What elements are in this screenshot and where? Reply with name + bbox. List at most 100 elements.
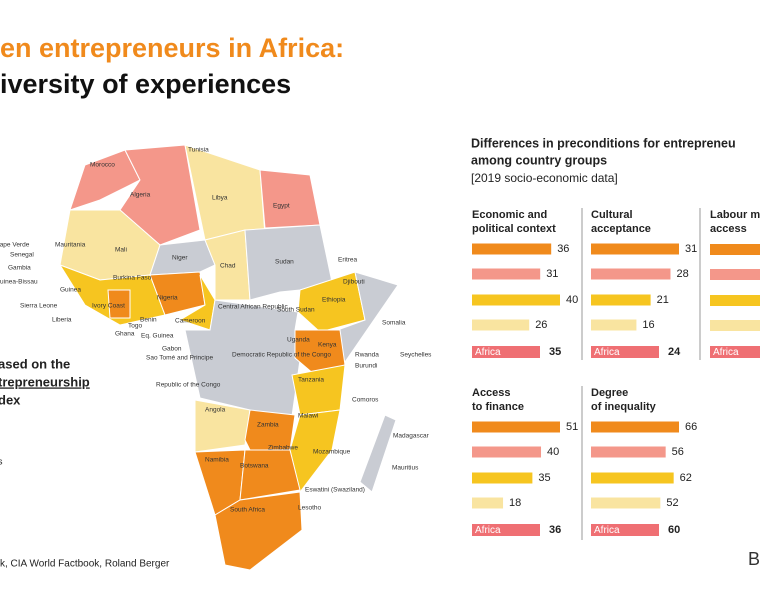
bar	[591, 497, 661, 509]
value-label: 21	[657, 294, 669, 306]
country-label: Democratic Republic of the Congo	[232, 352, 331, 359]
country-label: Somalia	[382, 320, 406, 327]
africa-label: Africa	[594, 525, 620, 536]
bar	[472, 294, 560, 306]
country-label: Algeria	[130, 192, 151, 199]
country-label: Mauritania	[55, 242, 86, 249]
bar	[472, 421, 560, 433]
africa-box	[591, 346, 659, 358]
value-label: 36	[557, 243, 569, 255]
country-label: Cape Verde	[0, 242, 30, 249]
bar	[591, 243, 679, 255]
bar	[472, 319, 530, 331]
logo: B	[748, 549, 760, 569]
map-labels: Tunisia Morocco Algeria Libya Egypt Cape Verd…	[0, 147, 432, 514]
value-label: 16	[642, 319, 654, 331]
panel-heading: Economic and	[472, 209, 547, 221]
country-label: Gambia	[8, 265, 31, 272]
country-label: Zimbabwe	[268, 445, 298, 452]
region	[194, 399, 251, 453]
region	[107, 289, 131, 319]
region	[178, 274, 216, 331]
map-note: s	[0, 456, 3, 466]
africa-label: Africa	[475, 525, 501, 536]
country-label: Central African Republic	[218, 304, 288, 311]
bar	[591, 446, 666, 458]
region	[214, 491, 303, 571]
country-label: Malawi	[298, 413, 318, 420]
country-label: Sudan	[275, 259, 294, 266]
region	[297, 271, 366, 333]
country-label: Ethiopia	[322, 297, 346, 304]
panel-heading: acceptance	[591, 223, 651, 235]
country-label: Zambia	[257, 422, 279, 429]
country-label: Ivory Coast	[92, 303, 125, 310]
country-label: Senegal	[10, 252, 34, 259]
panel-heading: Degree	[591, 387, 628, 399]
country-label: Liberia	[52, 317, 72, 324]
bar	[591, 268, 671, 280]
africa-label: Africa	[713, 347, 739, 358]
bar	[591, 319, 637, 331]
value-label: 52	[666, 497, 678, 509]
region	[239, 449, 301, 501]
region	[359, 414, 397, 493]
panel-heading: political context	[472, 223, 556, 235]
country-label: Benin	[140, 317, 157, 324]
map-note: dex	[0, 392, 21, 407]
country-label: Botswana	[240, 463, 269, 470]
panel-title: among country groups	[471, 153, 607, 167]
country-label: Guinea-Bissau	[0, 279, 38, 286]
title: en entrepreneurs in Africa:	[0, 33, 344, 63]
panel-title: Differences in preconditions for entrepr…	[471, 136, 736, 150]
map-note: ased on the	[0, 356, 70, 371]
region	[289, 409, 341, 494]
country-label: Sao Tomé and Principe	[146, 355, 213, 362]
africa-value: 35	[549, 346, 561, 358]
country-label: Uganda	[287, 337, 310, 344]
country-label: Djibouti	[343, 279, 365, 286]
country-label: Burkina Faso	[113, 275, 152, 282]
africa-value: 24	[668, 346, 681, 358]
country-label: Gabon	[162, 346, 182, 353]
value-label: 40	[547, 446, 559, 458]
bar	[591, 472, 674, 484]
africa-box	[472, 524, 540, 536]
bar	[472, 446, 542, 458]
bar	[472, 268, 541, 280]
country-label: Eswatini (Swaziland)	[305, 487, 365, 494]
value-label: 56	[672, 446, 684, 458]
country-label: Lesotho	[298, 505, 322, 512]
country-label: Angola	[205, 407, 226, 414]
value-label: 51	[566, 421, 578, 433]
panel-heading: to finance	[472, 401, 524, 413]
bar	[472, 497, 504, 509]
country-label: Guinea	[60, 287, 81, 294]
value-label: 66	[685, 421, 697, 433]
country-label: Mali	[115, 247, 127, 254]
country-label: Libya	[212, 195, 228, 202]
country-label: Burundi	[355, 363, 377, 370]
country-label: Togo	[128, 323, 142, 330]
panel-heading: Labour ma	[710, 209, 760, 221]
country-label: Sierra Leone	[20, 303, 58, 310]
africa-box	[591, 524, 659, 536]
cropped-bar	[710, 320, 760, 331]
country-label: Rwanda	[355, 352, 379, 359]
value-label: 31	[685, 243, 697, 255]
cropped-bar	[710, 295, 760, 306]
africa-map	[58, 144, 399, 571]
country-label: Eq. Guinea	[141, 333, 174, 340]
panel-subtitle: [2019 socio-economic data]	[471, 171, 618, 185]
africa-box	[710, 346, 760, 358]
country-label: Chad	[220, 263, 236, 270]
country-label: Egypt	[273, 203, 290, 210]
region	[204, 229, 251, 301]
region	[69, 149, 141, 211]
country-label: Republic of the Congo	[156, 382, 221, 389]
value-label: 62	[680, 472, 692, 484]
bar	[591, 421, 679, 433]
bar	[472, 472, 533, 484]
panel-heading: Access	[472, 387, 511, 399]
